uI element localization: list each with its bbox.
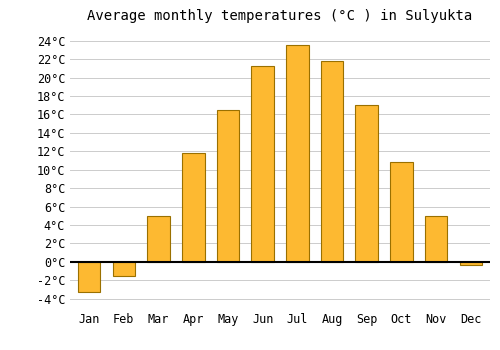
Bar — [216, 110, 239, 262]
Bar — [147, 216, 170, 262]
Title: Average monthly temperatures (°C ) in Sulyukta: Average monthly temperatures (°C ) in Su… — [88, 9, 472, 23]
Bar — [356, 105, 378, 262]
Bar — [112, 262, 135, 276]
Bar — [460, 262, 482, 265]
Bar — [390, 162, 413, 262]
Bar — [78, 262, 100, 292]
Bar — [286, 45, 308, 262]
Bar — [425, 216, 448, 262]
Bar — [182, 153, 204, 262]
Bar — [252, 65, 274, 262]
Bar — [321, 61, 344, 262]
